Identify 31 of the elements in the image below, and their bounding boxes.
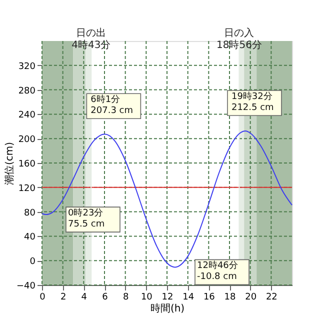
- y-tick-label: 0: [30, 257, 36, 268]
- x-tick-label: 6: [102, 292, 108, 302]
- x-axis-title: 時間(h): [150, 302, 185, 314]
- x-tick-label: 2: [60, 292, 66, 302]
- y-tick-label: 80: [24, 208, 36, 218]
- x-tick-label: 4: [81, 292, 88, 302]
- x-tick-label: 14: [182, 292, 194, 302]
- x-tick-label: 8: [122, 292, 129, 302]
- y-tick-label: −40: [16, 282, 36, 292]
- y-tick-label: 120: [18, 184, 36, 194]
- annotation: 6時1分 207.3 cm: [90, 94, 134, 116]
- x-tick-label: 10: [140, 292, 153, 302]
- annotation: 0時23分 75.5 cm: [68, 208, 105, 230]
- x-tick-label: 18: [224, 292, 236, 302]
- annotation: 19時32分 212.5 cm: [231, 90, 274, 113]
- y-tick-label: 320: [18, 62, 36, 72]
- y-tick-label: 160: [18, 160, 36, 170]
- y-axis-title: 潮位(cm): [4, 142, 16, 186]
- ref-line-label: 日の出 4時43分: [72, 27, 111, 51]
- x-tick-label: 16: [203, 292, 216, 302]
- line-series: [42, 130, 292, 268]
- y-tick-label: 240: [18, 110, 36, 121]
- ref-line-label: 日の入 18時56分: [216, 27, 262, 51]
- x-tick-label: 22: [266, 292, 278, 302]
- annotation: 12時46分 -10.8 cm: [196, 260, 238, 282]
- y-tick-label: 200: [18, 135, 36, 146]
- y-tick-label: 280: [18, 86, 36, 96]
- y-tick-label: 40: [24, 232, 36, 243]
- x-tick-label: 20: [245, 292, 257, 302]
- x-tick-label: 12: [162, 292, 174, 302]
- x-tick-label: 0: [40, 292, 46, 302]
